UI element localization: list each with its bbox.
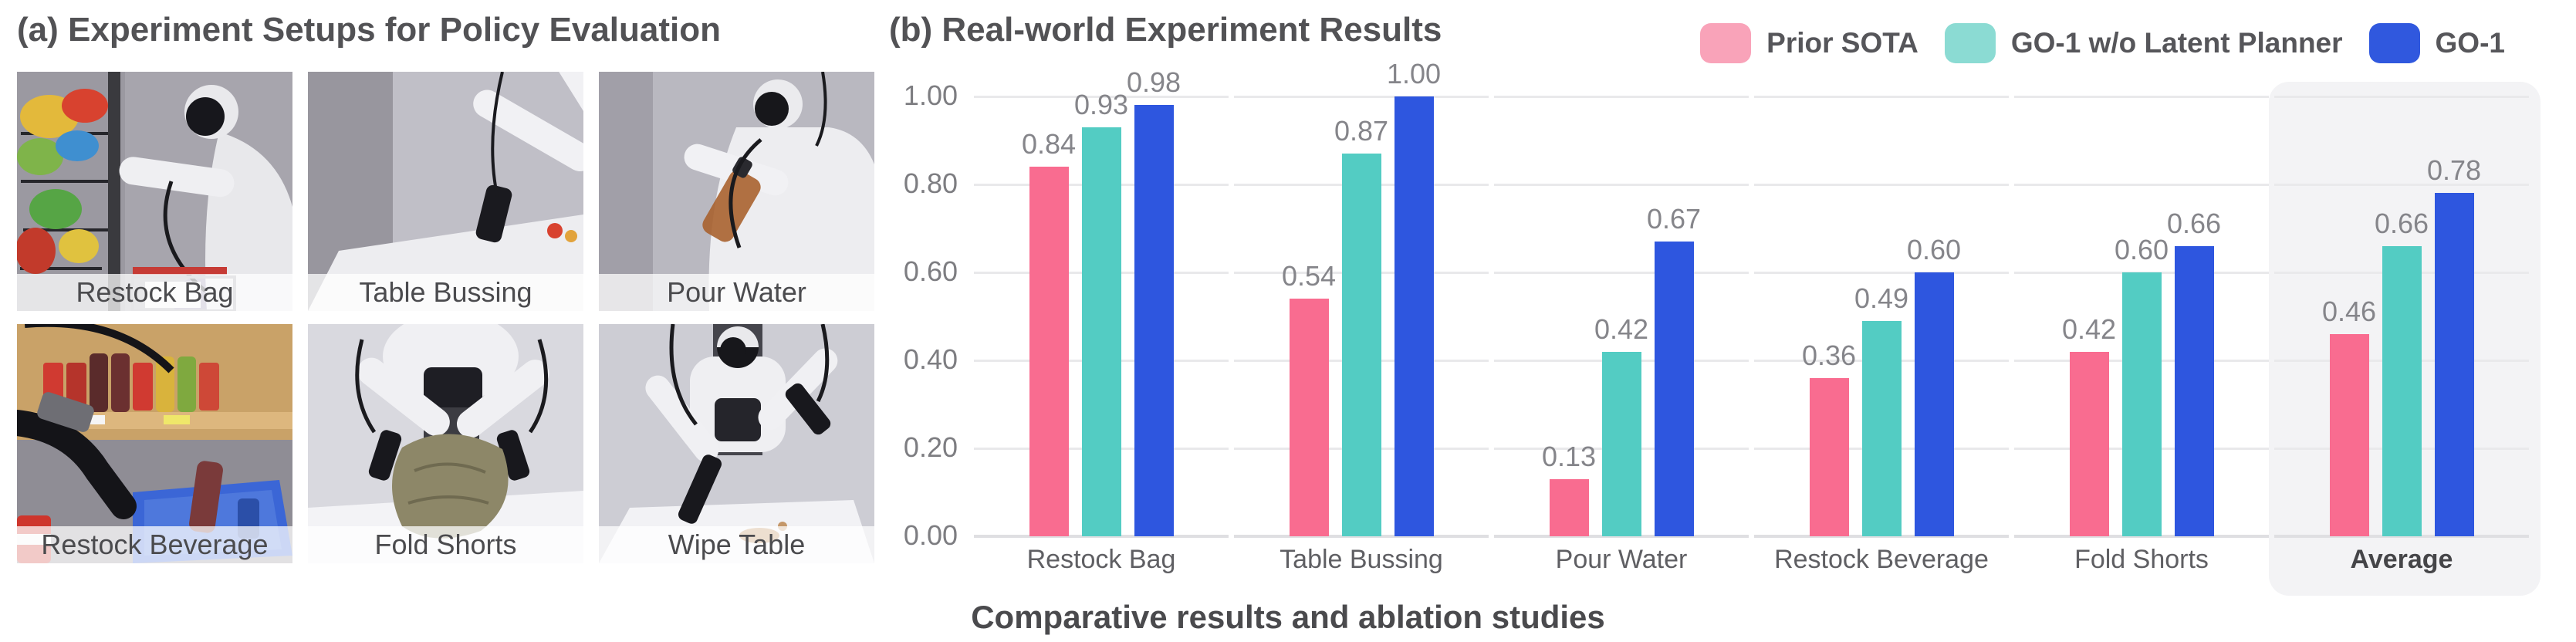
pour-water-photo-art <box>599 72 874 311</box>
category-label-restock-bag: Restock Bag <box>1026 545 1176 574</box>
gridline <box>1754 96 2009 98</box>
bar-value-go-1-w-o-latent-planner-fold-shorts: 0.60 <box>2114 234 2169 265</box>
panel-b-title: (b) Real-world Experiment Results <box>889 11 1442 49</box>
gridline <box>2274 96 2529 98</box>
category-label-table-bussing: Table Bussing <box>1280 545 1443 574</box>
gridline <box>1234 96 1489 98</box>
bar-value-go-1-w-o-latent-planner-pour-water: 0.42 <box>1594 313 1649 345</box>
bar-prior-sota-table-bussing <box>1289 299 1329 536</box>
photo-label-restock-beverage: Restock Beverage <box>17 526 292 563</box>
bar-go-1-w-o-latent-planner-pour-water <box>1601 352 1641 536</box>
bar-value-go-1-w-o-latent-planner-restock-beverage: 0.49 <box>1854 282 1909 314</box>
bar-value-prior-sota-pour-water: 0.13 <box>1541 441 1597 472</box>
figure-caption: Comparative results and ablation studies <box>971 599 1605 635</box>
y-axis-tick-label-0.40: 0.40 <box>903 343 958 375</box>
bar-value-go-1-average: 0.78 <box>2426 154 2482 186</box>
photo-restock-beverage: Restock Beverage <box>17 324 292 563</box>
bar-prior-sota-restock-bag <box>1029 167 1069 536</box>
bar-value-prior-sota-average: 0.46 <box>2321 296 2377 327</box>
x-axis-baseline <box>2274 535 2529 538</box>
bar-prior-sota-fold-shorts <box>2069 352 2109 536</box>
bar-go-1-w-o-latent-planner-fold-shorts <box>2121 272 2162 536</box>
x-axis-baseline <box>1494 535 1749 538</box>
chart-legend: Prior SOTA GO-1 w/o Latent Planner GO-1 <box>1700 23 2505 63</box>
x-axis-baseline <box>1234 535 1489 538</box>
photo-label-table-bussing: Table Bussing <box>308 274 583 311</box>
bar-value-go-1-w-o-latent-planner-table-bussing: 0.87 <box>1334 115 1389 147</box>
gridline <box>2274 184 2529 186</box>
y-axis-tick-label-0.00: 0.00 <box>903 519 958 551</box>
x-axis-baseline <box>2014 535 2269 538</box>
panel-a-title: (a) Experiment Setups for Policy Evaluat… <box>17 11 721 49</box>
gridline <box>1494 96 1749 98</box>
y-axis-tick-label-0.20: 0.20 <box>903 431 958 463</box>
bar-go-1-w-o-latent-planner-restock-beverage <box>1861 321 1902 536</box>
bar-value-go-1-fold-shorts: 0.66 <box>2166 208 2222 239</box>
legend-item-go1-wo-latent-planner: GO-1 w/o Latent Planner <box>1944 23 2343 63</box>
legend-label-go1-wo-latent-planner: GO-1 w/o Latent Planner <box>2010 27 2343 59</box>
bar-go-1-fold-shorts <box>2174 246 2214 536</box>
category-label-average: Average <box>2350 545 2453 574</box>
x-axis-baseline <box>1754 535 2009 538</box>
y-axis-tick-label-1.00: 1.00 <box>903 79 958 111</box>
gridline <box>1494 184 1749 186</box>
photo-restock-bag: Restock Bag <box>17 72 292 311</box>
bar-prior-sota-pour-water <box>1549 479 1589 536</box>
bar-go-1-table-bussing <box>1394 96 1434 536</box>
bar-go-1-w-o-latent-planner-average <box>2382 246 2422 536</box>
bar-value-go-1-w-o-latent-planner-restock-bag: 0.93 <box>1073 89 1129 120</box>
bar-value-prior-sota-fold-shorts: 0.42 <box>2061 313 2117 345</box>
bar-value-go-1-restock-bag: 0.98 <box>1126 66 1182 98</box>
photo-table-bussing: Table Bussing <box>308 72 583 311</box>
y-axis-tick-label-0.60: 0.60 <box>903 255 958 287</box>
experiment-photo-grid: Restock Bag Table Bussing <box>17 72 874 563</box>
gridline <box>2014 184 2269 186</box>
gridline <box>2014 96 2269 98</box>
bar-go-1-restock-beverage <box>1914 272 1954 536</box>
bar-value-go-1-restock-beverage: 0.60 <box>1906 234 1962 265</box>
gridline <box>1754 272 2009 274</box>
legend-swatch-go1 <box>2368 23 2420 63</box>
bar-go-1-pour-water <box>1654 242 1694 536</box>
photo-fold-shorts: Fold Shorts <box>308 324 583 563</box>
y-axis-tick-label-0.80: 0.80 <box>903 167 958 199</box>
photo-label-fold-shorts: Fold Shorts <box>308 526 583 563</box>
bar-value-go-1-table-bussing: 1.00 <box>1386 58 1442 90</box>
photo-label-restock-bag: Restock Bag <box>17 274 292 311</box>
category-label-fold-shorts: Fold Shorts <box>2074 545 2209 574</box>
photo-wipe-table: Wipe Table <box>599 324 874 563</box>
gridline <box>1754 184 2009 186</box>
legend-item-go1: GO-1 <box>2368 23 2505 63</box>
bar-value-go-1-w-o-latent-planner-average: 0.66 <box>2374 208 2429 239</box>
bar-value-prior-sota-restock-beverage: 0.36 <box>1801 340 1857 371</box>
legend-item-prior-sota: Prior SOTA <box>1700 23 1918 63</box>
gridline <box>974 96 1229 98</box>
bar-value-prior-sota-restock-bag: 0.84 <box>1021 128 1077 160</box>
bar-value-go-1-pour-water: 0.67 <box>1646 203 1702 235</box>
x-axis-baseline <box>974 535 1229 538</box>
legend-swatch-go1-wo-latent-planner <box>1944 23 1996 63</box>
bar-go-1-w-o-latent-planner-restock-bag <box>1081 127 1121 536</box>
bar-go-1-restock-bag <box>1134 105 1174 536</box>
bar-value-prior-sota-table-bussing: 0.54 <box>1281 260 1337 292</box>
bar-prior-sota-restock-beverage <box>1809 378 1849 536</box>
category-label-pour-water: Pour Water <box>1555 545 1688 574</box>
bar-go-1-average <box>2434 193 2474 536</box>
photo-pour-water: Pour Water <box>599 72 874 311</box>
legend-label-go1: GO-1 <box>2435 27 2505 59</box>
photo-label-wipe-table: Wipe Table <box>599 526 874 563</box>
bar-prior-sota-average <box>2329 334 2369 536</box>
legend-swatch-prior-sota <box>1700 23 1752 63</box>
bar-go-1-w-o-latent-planner-table-bussing <box>1341 154 1381 536</box>
photo-label-pour-water: Pour Water <box>599 274 874 311</box>
category-label-restock-beverage: Restock Beverage <box>1774 545 1989 574</box>
gridline <box>1494 272 1749 274</box>
legend-label-prior-sota: Prior SOTA <box>1766 27 1918 59</box>
